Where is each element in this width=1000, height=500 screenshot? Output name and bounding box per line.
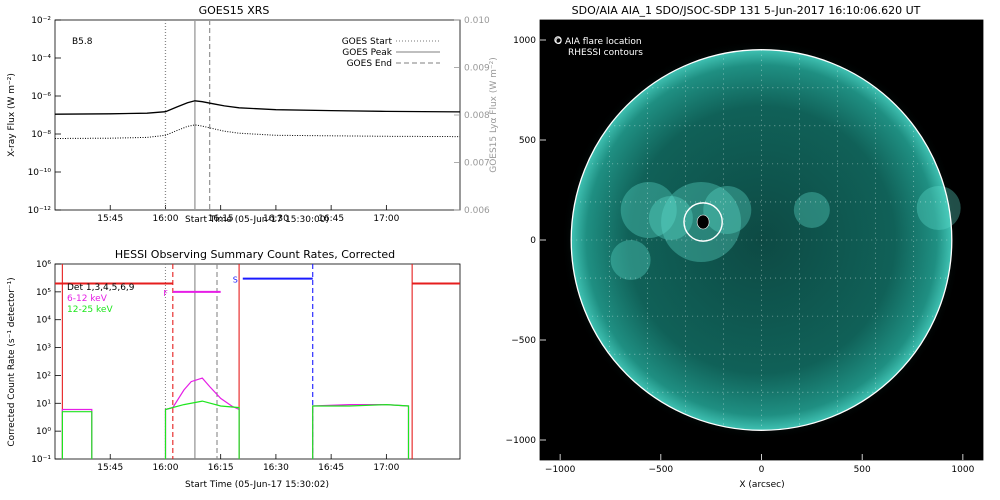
hessi-flag-label-1: S — [233, 276, 238, 285]
aia-panel: SDO/AIA AIA_1 SDO/JSOC-SDP 131 5-Jun-201… — [506, 4, 984, 490]
aia-xtick-label: 0 — [759, 465, 765, 475]
goes-ytick-label: 10⁻² — [31, 16, 51, 26]
aia-active-region-5 — [793, 192, 830, 228]
hessi-ytick-label: 10⁻¹ — [31, 455, 51, 465]
goes-series-1 — [54, 124, 461, 139]
goes-class-annotation: B5.8 — [72, 37, 93, 47]
hessi-ylabel: Corrected Count Rate (s⁻¹ detector⁻¹) — [7, 277, 17, 446]
legend-12-25kev: 12-25 keV — [67, 305, 113, 315]
goes-xtick-label: 16:00 — [152, 214, 178, 224]
aia-ytick-label: 1000 — [513, 36, 536, 46]
goes-ytick-right-label: 0.009 — [464, 64, 490, 74]
goes-ytick-right-label: 0.007 — [464, 159, 490, 169]
hessi-xtick-label: 16:00 — [152, 463, 178, 473]
goes-ylabel: X-ray Flux (W m⁻²) — [7, 73, 17, 157]
aia-active-region-1 — [620, 182, 677, 238]
aia-ytick-label: 500 — [519, 136, 536, 146]
legend-goes-end: GOES End — [347, 59, 392, 69]
hessi-ytick-label: 10¹ — [36, 399, 51, 409]
hessi-ytick-label: 10⁵ — [36, 288, 51, 298]
hessi-panel: HESSI Observing Summary Count Rates, Cor… — [7, 248, 461, 490]
aia-xtick-label: 500 — [854, 465, 871, 475]
goes-xtick-label: 17:00 — [373, 214, 399, 224]
goes-ytick-right-label: 0.008 — [464, 111, 490, 121]
hessi-xtick-label: 15:45 — [97, 463, 123, 473]
aia-xlabel: X (arcsec) — [739, 480, 784, 490]
goes-ytick-right-label: 0.010 — [464, 16, 490, 26]
aia-active-region-3 — [703, 186, 752, 234]
goes-panel: GOES15 XRS 15:45 16:00 16:15 16:30 16:45 17:0… — [7, 4, 499, 225]
hessi-ytick-label: 10² — [36, 371, 51, 381]
aia-ytick-label: −1000 — [506, 436, 537, 446]
goes-xtick-label: 16:15 — [208, 214, 234, 224]
hessi-ytick-label: 10⁰ — [36, 427, 51, 437]
aia-xtick-label: 1000 — [951, 465, 974, 475]
goes-ytick-label: 10⁻⁴ — [31, 54, 51, 64]
goes-xtick-label: 16:45 — [318, 214, 344, 224]
hessi-series-0-seg-1 — [164, 377, 240, 459]
hessi-ytick-label: 10⁴ — [36, 316, 51, 326]
aia-flare-location-circle — [683, 202, 723, 242]
aia-ytick-label: −500 — [511, 336, 536, 346]
goes-ylabel-right: GOES15 Lyα Flux (W m⁻²) — [489, 57, 499, 173]
goes-xlabel: Start Time (05-Jun-17 15:30:00) — [185, 215, 329, 225]
aia-limb-circle — [570, 49, 953, 431]
aia-rhessi-contour — [696, 214, 710, 230]
goes-series-0 — [54, 100, 461, 115]
goes-ytick-right-label: 0.006 — [464, 206, 490, 216]
goes-ytick-label: 10⁻⁶ — [31, 92, 51, 102]
hessi-xtick-label: 16:30 — [263, 463, 289, 473]
hessi-legend: Det 1,3,4,5,6,9 6-12 keV 12-25 keV — [67, 283, 135, 315]
goes-plot-frame — [54, 19, 461, 211]
aia-active-region-6 — [610, 240, 651, 280]
hessi-xlabel: Start Time (05-Jun-17 15:30:02) — [185, 480, 329, 490]
aia-legend-circle-symbol — [554, 36, 562, 44]
hessi-series-1-seg-0 — [61, 411, 93, 459]
hessi-xtick-label: 17:00 — [373, 463, 399, 473]
aia-title: SDO/AIA AIA_1 SDO/JSOC-SDP 131 5-Jun-201… — [572, 4, 921, 17]
goes-ytick-label: 10⁻⁸ — [31, 130, 51, 140]
legend-rhessi-contours: RHESSI contours — [568, 48, 643, 58]
goes-xtick-label: 16:30 — [263, 214, 289, 224]
hessi-ytick-label: 10³ — [36, 344, 51, 354]
hessi-series-0-seg-2 — [312, 404, 410, 459]
legend-aia-flare: O AIA flare location — [555, 37, 642, 47]
hessi-ytick-label: 10⁶ — [36, 260, 51, 270]
goes-legend: GOES Start GOES Peak GOES End — [342, 37, 440, 69]
goes-title: GOES15 XRS — [199, 4, 270, 17]
legend-goes-peak: GOES Peak — [342, 48, 392, 58]
hessi-series-0-seg-0 — [61, 408, 93, 459]
hessi-flag-label-0: F — [163, 289, 168, 298]
legend-det: Det 1,3,4,5,6,9 — [67, 283, 135, 293]
goes-ytick-label: 10⁻¹⁰ — [28, 168, 52, 178]
hessi-plot-frame — [54, 263, 461, 460]
aia-xtick-label: −500 — [648, 465, 673, 475]
aia-active-region-2 — [648, 196, 693, 240]
hessi-series-1-seg-1 — [164, 400, 240, 459]
hessi-xtick-label: 16:45 — [318, 463, 344, 473]
goes-xtick-label: 15:45 — [97, 214, 123, 224]
legend-6-12kev: 6-12 keV — [67, 294, 108, 304]
aia-ytick-label: 0 — [530, 236, 536, 246]
hessi-series-1-seg-2 — [312, 403, 410, 459]
aia-xtick-label: −1000 — [545, 465, 576, 475]
goes-ytick-label: 10⁻¹² — [28, 206, 52, 216]
hessi-title: HESSI Observing Summary Count Rates, Cor… — [115, 248, 395, 261]
legend-goes-start: GOES Start — [342, 37, 393, 47]
aia-legend: O AIA flare location RHESSI contours — [555, 37, 643, 58]
aia-active-region-4 — [916, 186, 961, 230]
hessi-xtick-label: 16:15 — [208, 463, 234, 473]
